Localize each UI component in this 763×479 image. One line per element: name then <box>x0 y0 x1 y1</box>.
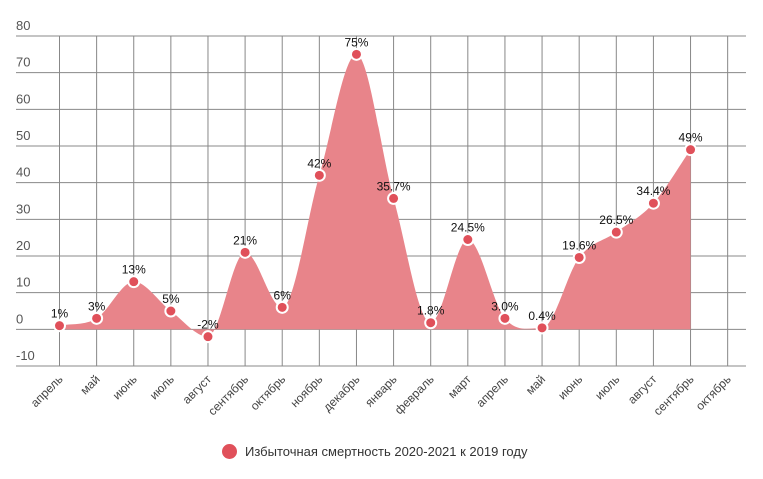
data-point <box>387 191 401 205</box>
data-point <box>349 47 363 61</box>
data-label: 13% <box>122 263 146 277</box>
data-point <box>684 143 698 157</box>
series-area <box>59 54 691 337</box>
data-label: 75% <box>344 35 368 49</box>
data-label: 6% <box>274 288 292 302</box>
data-label: 26.5% <box>599 213 633 227</box>
y-tick-label: 50 <box>16 128 30 143</box>
legend: Избыточная смертность 2020-2021 к 2019 г… <box>222 444 527 459</box>
data-label: 0.4% <box>528 309 556 323</box>
y-tick-label: 60 <box>16 91 30 106</box>
data-point <box>424 316 438 330</box>
data-point <box>164 304 178 318</box>
data-point <box>312 168 326 182</box>
legend-label: Избыточная смертность 2020-2021 к 2019 г… <box>245 444 528 459</box>
x-tick-label: март <box>445 372 474 401</box>
data-label: 5% <box>162 292 180 306</box>
data-point <box>201 330 215 344</box>
data-point <box>53 319 66 333</box>
x-tick-label: сентябрь <box>651 372 697 418</box>
data-label: -2% <box>197 318 219 332</box>
data-label: 1.8% <box>417 304 445 318</box>
data-label: 19.6% <box>562 238 596 252</box>
x-tick-label: октябрь <box>693 372 734 413</box>
x-tick-label: май <box>78 372 103 397</box>
x-tick-label: апрель <box>28 372 66 410</box>
data-point <box>238 245 252 259</box>
data-label: 21% <box>233 233 257 247</box>
data-point <box>127 275 141 289</box>
x-tick-label: июнь <box>555 372 585 402</box>
x-tick-label: октябрь <box>247 372 288 413</box>
y-tick-label: 30 <box>16 201 30 216</box>
legend-marker <box>222 444 237 459</box>
data-point <box>90 311 104 325</box>
y-tick-label: 0 <box>16 311 23 326</box>
data-point <box>572 250 586 264</box>
data-point <box>498 311 512 325</box>
x-tick-label: апрель <box>473 372 511 410</box>
x-tick-label: декабрь <box>320 372 362 414</box>
x-tick-label: февраль <box>392 372 437 417</box>
data-label: 3.0% <box>491 299 519 313</box>
data-label: 24.5% <box>451 221 485 235</box>
x-tick-label: август <box>180 372 215 407</box>
y-tick-label: -10 <box>16 348 35 363</box>
data-label: 3% <box>88 299 106 313</box>
data-label: 35.7% <box>377 179 411 193</box>
data-point <box>646 196 660 210</box>
data-label: 42% <box>307 156 331 170</box>
x-tick-label: август <box>625 372 660 407</box>
data-label: 1% <box>51 307 69 321</box>
x-tick-label: июль <box>147 372 177 402</box>
y-tick-label: 40 <box>16 165 30 180</box>
data-label: 34.4% <box>636 184 670 198</box>
y-tick-label: 70 <box>16 55 30 70</box>
data-label: 49% <box>679 131 703 145</box>
data-point <box>609 225 623 239</box>
x-tick-label: май <box>523 372 548 397</box>
x-tick-label: июль <box>592 372 622 402</box>
data-point <box>535 321 549 335</box>
x-tick-label: сентябрь <box>205 372 251 418</box>
data-point <box>461 233 475 246</box>
y-tick-label: 10 <box>16 275 30 290</box>
y-tick-label: 20 <box>16 238 30 253</box>
x-tick-label: июнь <box>110 372 140 402</box>
data-point <box>275 300 289 314</box>
y-tick-label: 80 <box>16 18 30 33</box>
